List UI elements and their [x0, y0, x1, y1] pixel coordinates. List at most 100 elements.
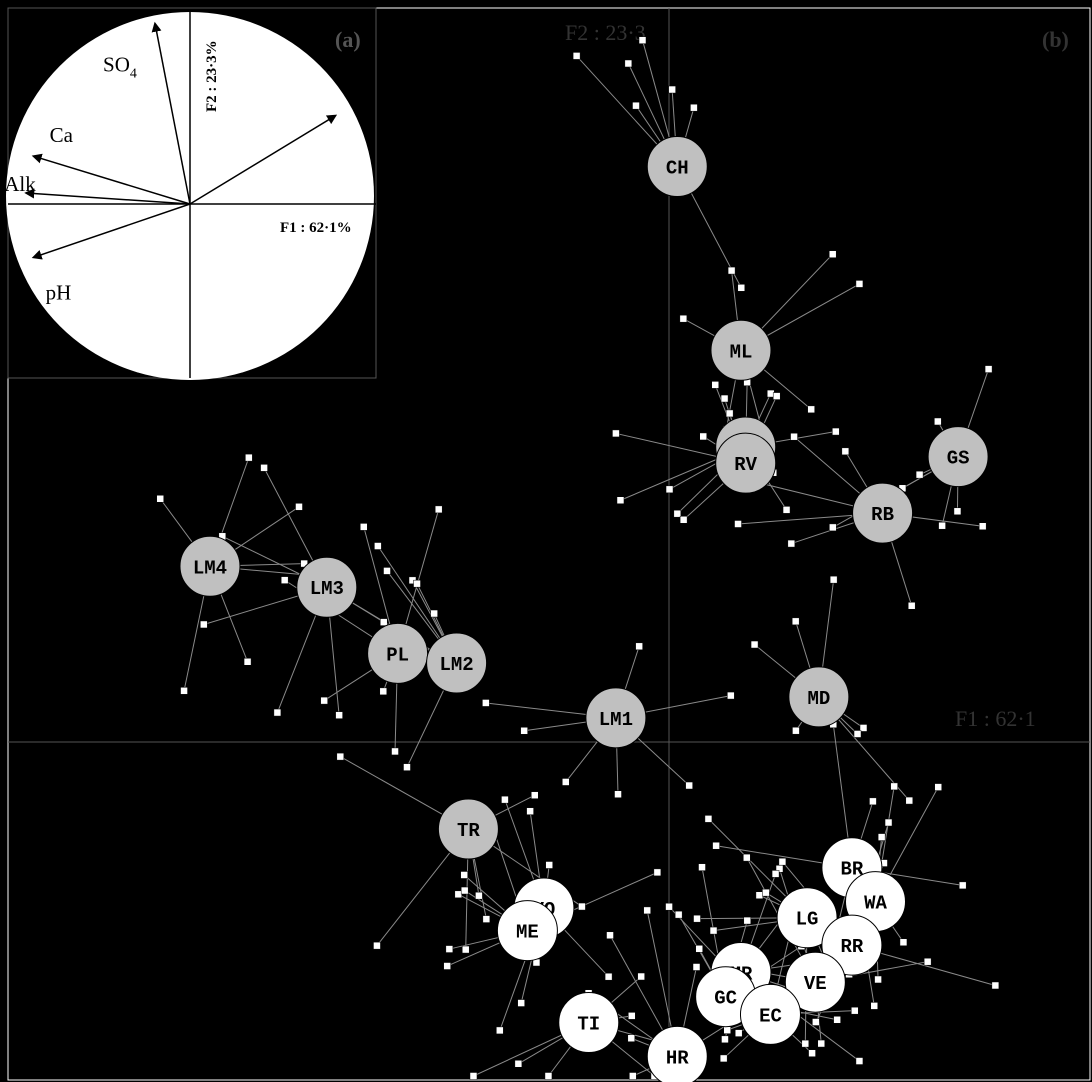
vector-ph [31, 203, 191, 260]
member-point [434, 505, 443, 514]
member-point [791, 617, 800, 626]
member-point [403, 763, 411, 771]
member-point [379, 618, 388, 626]
member-point [720, 394, 729, 403]
member-point [877, 833, 886, 841]
member-point [841, 447, 850, 456]
member-point [771, 870, 780, 878]
member-point [923, 957, 932, 966]
group-label-hr: HR [666, 1047, 689, 1069]
vector-label-ph: pH [46, 280, 72, 304]
member-point [614, 790, 622, 798]
member-point [734, 1029, 743, 1037]
member-point [200, 620, 208, 629]
member-point [812, 1018, 820, 1026]
member-point [526, 807, 534, 815]
member-point [628, 1012, 636, 1020]
group-circle-lm1 [585, 687, 647, 749]
member-point [475, 891, 483, 900]
group-circle-ml [710, 319, 772, 381]
group-label-md: MD [807, 688, 830, 710]
member-point [721, 1035, 729, 1044]
member-point [514, 1060, 523, 1068]
group-circle-ti [558, 991, 620, 1053]
member-point [711, 381, 720, 389]
member-point [870, 1002, 879, 1010]
member-point [698, 863, 706, 871]
member-point [723, 1026, 731, 1034]
member-point [460, 871, 468, 879]
variable-vectors: SO4 Al Ca Alk pH [4, 21, 367, 304]
member-point [616, 496, 625, 504]
member-point [665, 485, 674, 494]
member-point [727, 691, 735, 700]
member-point [629, 1072, 637, 1080]
panel-a-tag: (a) [335, 27, 361, 52]
member-point [643, 906, 651, 915]
member-point [273, 708, 282, 717]
member-point [737, 284, 746, 292]
member-point [245, 453, 253, 462]
member-point [801, 1039, 810, 1048]
group-label-wa: WA [864, 893, 887, 915]
member-point [445, 945, 454, 953]
member-point [884, 818, 893, 827]
group-circle-gs [927, 426, 989, 488]
member-point [817, 1039, 826, 1048]
vector-label-alk: Alk [4, 172, 36, 196]
vector-label-so: SO4 [103, 53, 137, 82]
member-point [832, 427, 840, 436]
member-point [578, 902, 586, 911]
vector-label-text: SO [103, 53, 130, 77]
member-point [280, 576, 289, 584]
member-point [690, 103, 698, 112]
inset-panel-a: (a) F1 : 62·1% F2 : 23·3% SO4 Al Ca Alk pH [4, 7, 377, 380]
member-point [859, 724, 868, 732]
vector-label-text: Al [345, 65, 366, 89]
group-label-tr: TR [457, 820, 480, 842]
member-point [958, 881, 967, 890]
plot-border [7, 7, 1091, 1081]
member-point [699, 432, 707, 441]
member-point [243, 657, 252, 666]
member-point [762, 888, 770, 897]
group-label-rr: RR [840, 936, 863, 958]
group-circle-pl [367, 622, 429, 684]
member-point [829, 523, 837, 532]
vector-label-text: Ca [50, 123, 74, 147]
member-point [874, 975, 882, 984]
member-point [679, 314, 688, 323]
member-point [482, 699, 490, 707]
member-point [984, 365, 993, 373]
member-point [612, 429, 620, 438]
group-circle-ec [739, 983, 801, 1045]
member-point [775, 865, 784, 873]
vector-so [151, 21, 191, 205]
group-circle-rb [852, 482, 914, 544]
vector-label-al: Al [345, 65, 366, 89]
vector-label-text: pH [46, 280, 72, 304]
member-point [695, 945, 703, 953]
member-point [606, 931, 614, 940]
member-point [829, 575, 838, 584]
member-point [180, 687, 188, 695]
member-point [360, 523, 368, 531]
member-point [460, 886, 469, 895]
member-point [295, 503, 303, 511]
member-point [782, 506, 791, 514]
group-label-lg: LG [796, 909, 819, 931]
group-label-ti: TI [577, 1013, 600, 1035]
member-point [727, 266, 736, 275]
member-point [855, 1057, 864, 1065]
member-point [454, 890, 463, 899]
group-circle-me [496, 900, 558, 962]
member-point [496, 1026, 504, 1035]
group-label-rb: RB [871, 504, 894, 526]
member-point [517, 999, 525, 1007]
member-point [833, 1016, 841, 1024]
member-point [373, 941, 381, 950]
member-point [156, 495, 164, 503]
member-point [673, 509, 682, 518]
group-label-pl: PL [386, 644, 409, 666]
group-circle-hr [646, 1025, 708, 1082]
